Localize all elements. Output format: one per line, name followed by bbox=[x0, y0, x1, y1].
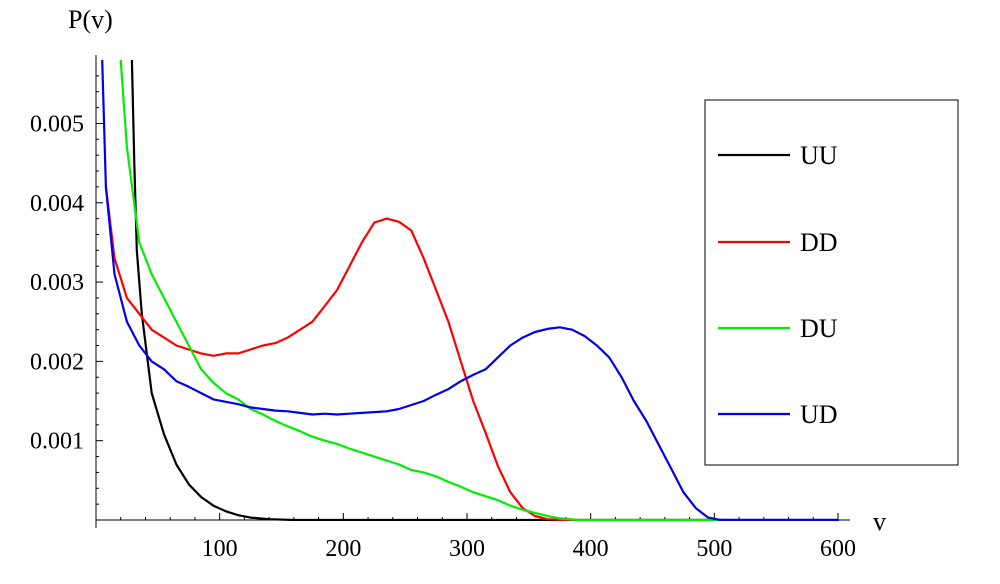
x-axis-label: v bbox=[873, 507, 886, 536]
axes: 100 200 300 400 500 600 0.001 0.002 0.003 0.004 0.… bbox=[30, 5, 886, 562]
legend-label-dd: DD bbox=[800, 228, 838, 257]
x-tick-label: 600 bbox=[820, 536, 856, 562]
x-tick-label: 300 bbox=[449, 536, 485, 562]
x-tick-label: 200 bbox=[325, 536, 361, 562]
legend-box bbox=[704, 99, 959, 466]
y-axis-label: P(v) bbox=[68, 5, 113, 34]
legend-label-du: DU bbox=[800, 314, 838, 343]
y-tick-label: 0.005 bbox=[30, 111, 84, 137]
series-line-du bbox=[119, 60, 840, 521]
y-tick-label: 0.004 bbox=[30, 191, 84, 217]
x-tick-label: 500 bbox=[696, 536, 732, 562]
series-line-ud bbox=[101, 60, 840, 521]
series-layer bbox=[101, 60, 840, 521]
y-tick-label: 0.002 bbox=[30, 349, 84, 375]
series-line-uu bbox=[130, 60, 840, 521]
y-tick-label: 0.003 bbox=[30, 270, 84, 296]
y-tick-label: 0.001 bbox=[30, 429, 84, 455]
x-tick-label: 100 bbox=[202, 536, 238, 562]
legend-label-ud: UD bbox=[800, 400, 838, 429]
legend-label-uu: UU bbox=[800, 141, 838, 170]
series-line-dd bbox=[104, 185, 840, 521]
x-tick-label: 400 bbox=[573, 536, 609, 562]
legend: UU DD DU UD bbox=[704, 99, 959, 466]
